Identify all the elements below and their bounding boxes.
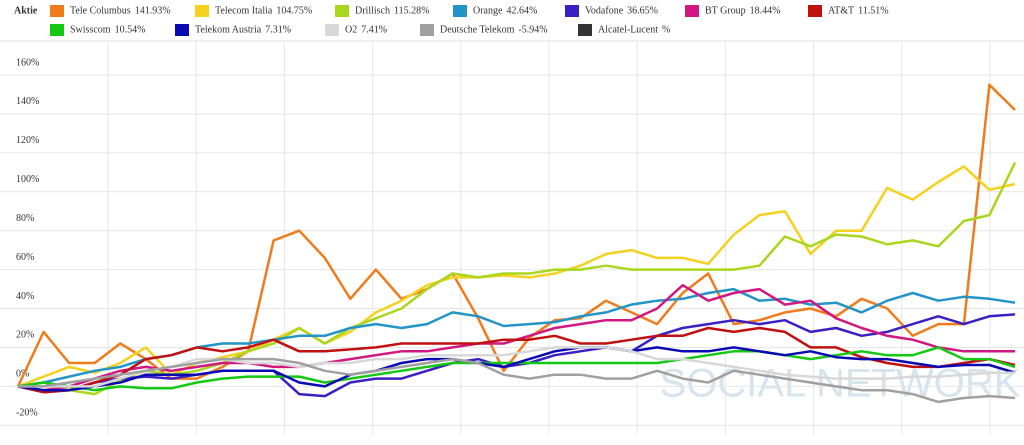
legend-value: 10.54%	[115, 24, 146, 35]
series-line	[16, 83, 1016, 387]
legend-value: 104.75%	[276, 5, 312, 16]
legend-swatch	[453, 5, 467, 17]
legend-value: 115.28%	[394, 5, 429, 16]
y-tick-label: 140%	[16, 96, 39, 107]
legend-value: 141.93%	[135, 5, 171, 16]
legend-value: 42.64%	[506, 5, 537, 16]
legend-swatch	[808, 5, 822, 17]
legend-name: BT Group	[705, 5, 746, 16]
y-tick-label: 100%	[16, 174, 39, 185]
series-line	[17, 346, 1016, 392]
y-tick-label: 20%	[16, 330, 34, 341]
legend-name: AT&T	[828, 5, 854, 16]
legend-value: 7.31%	[265, 24, 291, 35]
legend-value: 18.44%	[750, 5, 781, 16]
series-line	[17, 313, 1016, 398]
legend-value: 11.51%	[858, 5, 888, 16]
legend-name: Telekom Austria	[195, 24, 262, 35]
legend-swatch	[195, 5, 209, 17]
legend-swatch	[335, 5, 349, 17]
y-tick-label: 160%	[16, 57, 39, 68]
legend-name: Vodafone	[585, 5, 624, 16]
legend-swatch	[325, 24, 339, 36]
legend-swatch	[50, 5, 64, 17]
legend-value: %	[662, 24, 670, 35]
legend-name: Tele Columbus	[70, 5, 131, 16]
y-tick-label: 120%	[16, 135, 39, 146]
series-line	[18, 346, 1015, 388]
legend-name: Swisscom	[70, 24, 111, 35]
legend-title: Aktie	[14, 5, 38, 16]
y-tick-label: 60%	[16, 252, 34, 263]
y-tick-label: -20%	[16, 408, 38, 419]
y-tick-label: 80%	[16, 213, 34, 224]
legend-value: 36.65%	[627, 5, 658, 16]
legend-name: O2	[345, 24, 357, 35]
series-line	[18, 357, 1016, 404]
legend-swatch	[50, 24, 64, 36]
legend-name: Drillisch	[355, 5, 390, 16]
legend-name: Orange	[473, 5, 503, 16]
legend-swatch	[420, 24, 434, 36]
vertical-grid	[107, 42, 991, 435]
legend-value: 7.41%	[361, 24, 387, 35]
legend-value: -5.94%	[518, 24, 547, 35]
legend-name: Telecom Italia	[215, 5, 273, 16]
y-tick-label: 40%	[16, 291, 34, 302]
legend-swatch	[175, 24, 189, 36]
legend-swatch	[565, 5, 579, 17]
legend-swatch	[578, 24, 592, 36]
legend-name: Alcatel-Lucent	[598, 24, 658, 35]
legend-swatch	[685, 5, 699, 17]
series-line	[17, 162, 1017, 396]
legend-name: Deutsche Telekom	[440, 24, 515, 35]
